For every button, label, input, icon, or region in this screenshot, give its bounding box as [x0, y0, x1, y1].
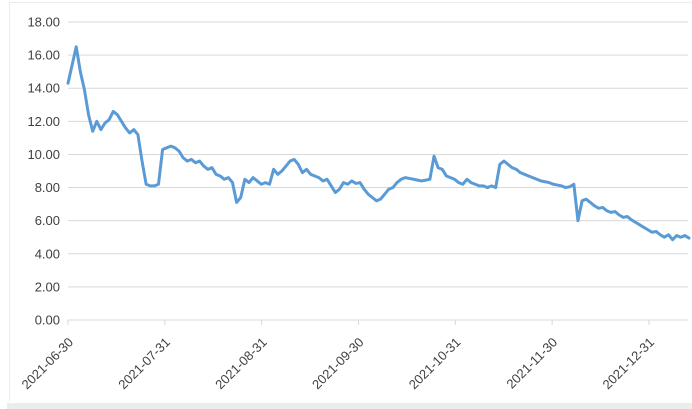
price-line	[66, 45, 691, 242]
x-tick-label: 2021-07-31	[115, 335, 173, 393]
x-tick-label: 2021-06-30	[18, 335, 76, 393]
bottom-strip	[7, 403, 692, 409]
x-axis-labels: 2021-06-30 2021-07-31 2021-08-31 2021-09-30…	[18, 335, 657, 393]
y-tick-label: 8.00	[35, 180, 60, 195]
y-tick-label: 18.00	[27, 15, 60, 30]
x-tick-label: 2021-09-30	[309, 335, 367, 393]
x-axis-tick-marks	[67, 320, 650, 325]
y-axis-labels: 0.00 2.00 4.00 6.00 8.00 10.00 12.00 14.00 16.00…	[27, 15, 60, 328]
y-tick-label: 14.00	[27, 81, 60, 96]
y-tick-label: 4.00	[35, 246, 60, 261]
y-tick-label: 2.00	[35, 279, 60, 294]
y-tick-label: 16.00	[27, 48, 60, 63]
data-series	[66, 45, 691, 242]
x-tick-label: 2021-10-31	[406, 335, 464, 393]
y-tick-label: 6.00	[35, 213, 60, 228]
horizontal-gridlines	[68, 21, 688, 321]
y-tick-label: 12.00	[27, 114, 60, 129]
x-tick-label: 2021-08-31	[212, 335, 270, 393]
x-tick-label: 2021-12-31	[599, 335, 657, 393]
chart-frame	[7, 2, 692, 409]
y-tick-label: 0.00	[35, 313, 60, 328]
x-tick-label: 2021-11-30	[503, 335, 560, 392]
y-tick-label: 10.00	[27, 147, 60, 162]
